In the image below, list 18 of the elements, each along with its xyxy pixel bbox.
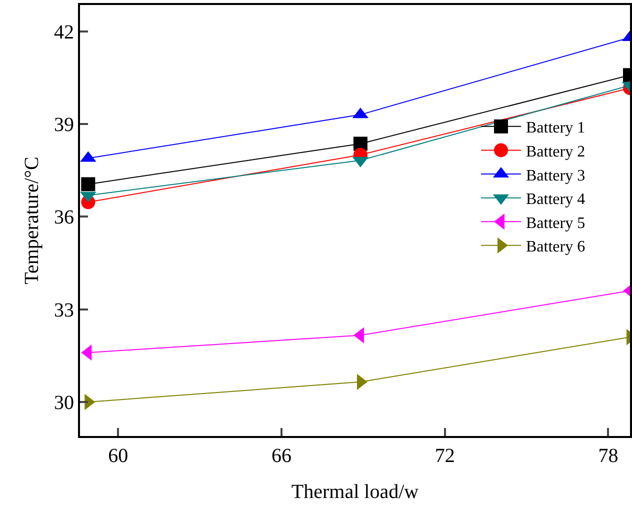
x-tick-label: 60 — [108, 445, 128, 467]
legend-label: Battery 4 — [526, 191, 586, 208]
y-tick-label: 33 — [54, 299, 74, 322]
point — [81, 177, 96, 192]
x-tick-label: 78 — [598, 445, 618, 467]
y-axis-title: Temperature/°C — [21, 156, 43, 284]
y-tick-label: 39 — [54, 114, 74, 136]
y-tick-label: 36 — [54, 206, 74, 229]
y-tick-label: 42 — [54, 21, 74, 44]
legend-label: Battery 1 — [526, 120, 586, 137]
legend-label: Battery 5 — [526, 214, 586, 232]
x-tick-label: 66 — [271, 445, 292, 467]
legend-label: Battery 3 — [526, 167, 586, 184]
y-tick-label: 30 — [54, 392, 74, 414]
legend-label: Battery 6 — [526, 238, 586, 256]
x-axis-title: Thermal load/w — [291, 481, 420, 503]
x-tick-label: 72 — [434, 445, 455, 467]
legend-label: Battery 2 — [526, 143, 586, 160]
